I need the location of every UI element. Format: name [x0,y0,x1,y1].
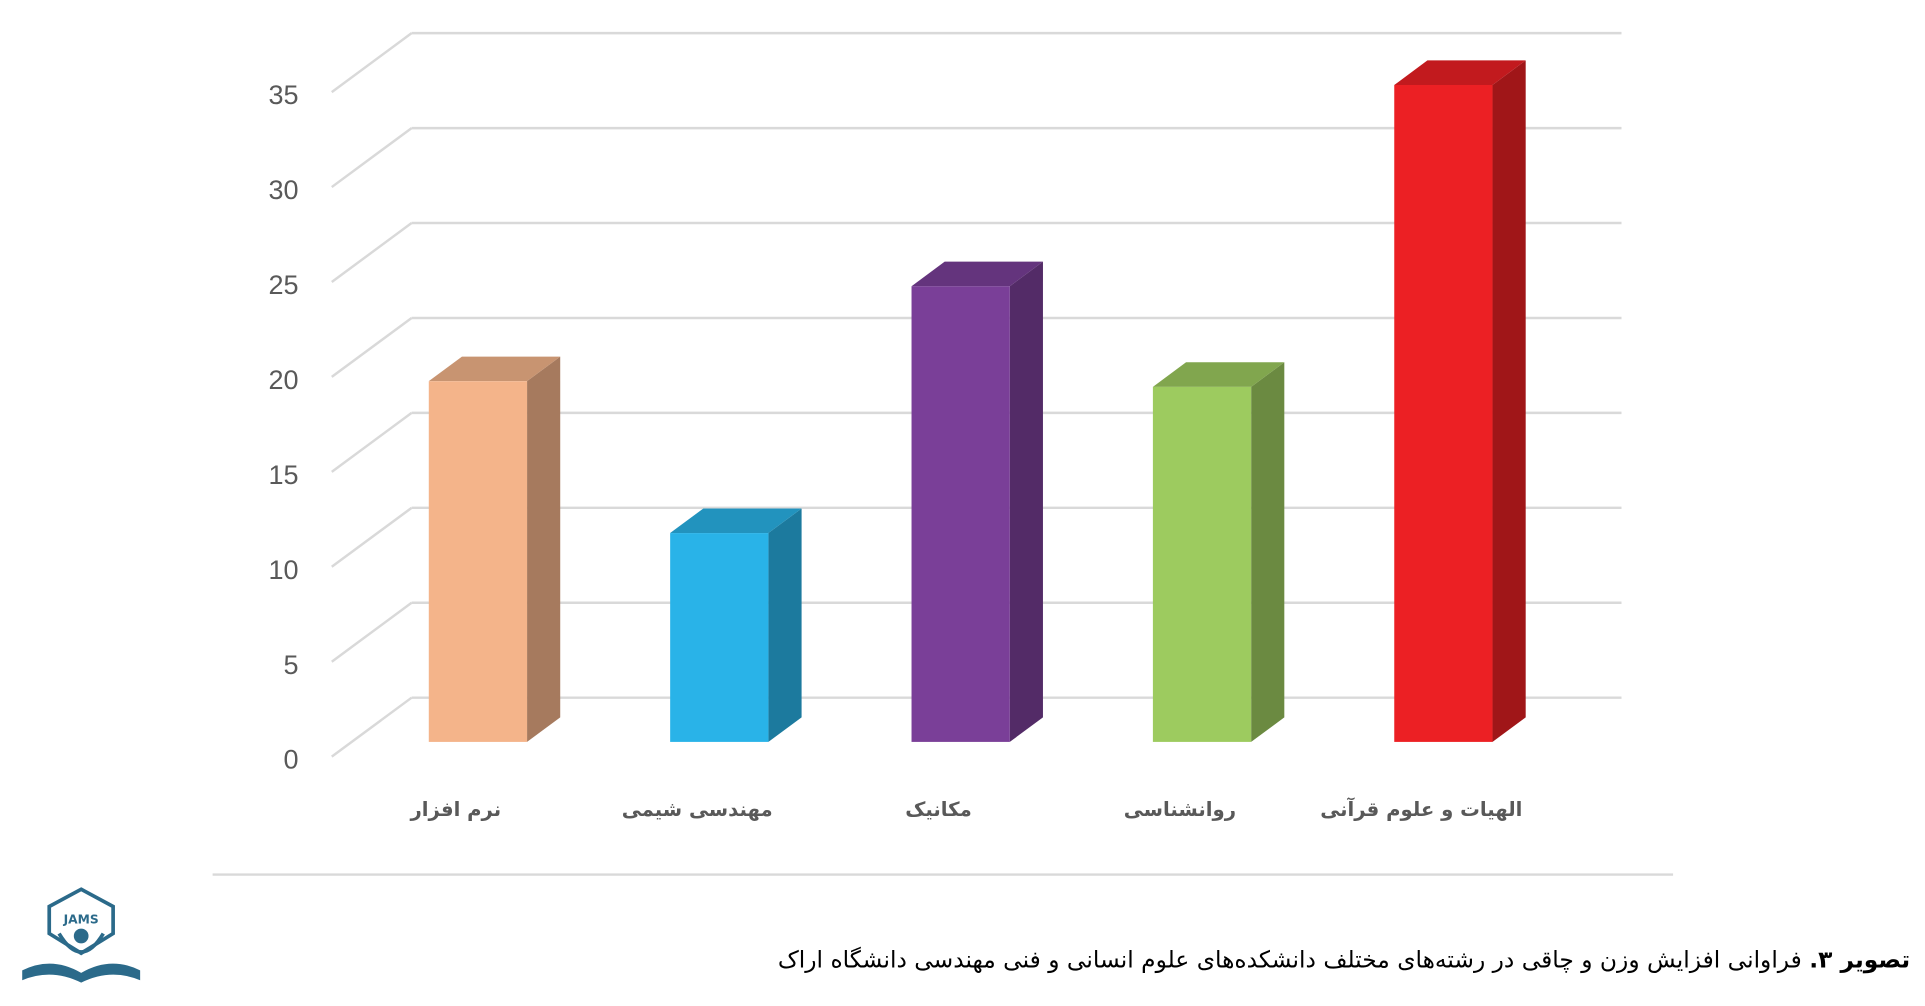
grid-line-side [331,601,413,663]
grid-line-side [331,127,413,189]
y-tick-label: 30 [269,175,299,205]
y-tick-label: 0 [284,745,299,775]
y-tick-label: 5 [284,650,299,680]
bar-side [1009,261,1043,742]
caption-text: فراوانی افزایش وزن و چاقی در رشته‌های مخ… [778,945,1802,973]
bar-side [768,508,802,742]
grid-line-side [331,696,413,758]
grid-line-side [331,316,413,378]
y-tick-label: 10 [269,555,299,585]
bar-side [1492,60,1526,742]
x-tick-label: مهندسی شیمی [622,798,773,821]
bar-top [1394,60,1526,85]
grid-line-side [331,411,413,473]
y-tick-label: 35 [269,80,299,110]
bar-side [1251,362,1285,742]
grid-line-side [331,222,413,283]
bar-top [428,356,561,382]
y-tick-label: 15 [269,460,299,490]
caption: تصویر ۳. فراوانی افزایش وزن و چاقی در رش… [778,945,1910,973]
bar [1152,386,1252,742]
caption-label: تصویر ۳. [1809,945,1910,973]
y-tick-label: 20 [269,365,299,395]
x-tick-label: مکانیک [905,798,971,821]
x-tick-label: نرم افزار [409,798,501,821]
bar [911,286,1010,742]
bar-top [670,508,802,534]
logo: JAMS [22,887,141,983]
bar-side [527,356,561,742]
x-tick-label: الهیات و علوم قرآنی [1320,797,1522,821]
grid-line-side [331,32,413,94]
grid-line-side [331,506,413,568]
bar [1394,84,1493,742]
y-tick-label: 25 [269,270,299,300]
logo-text: JAMS [63,913,99,927]
bar [428,381,528,742]
bar-top [1152,362,1285,387]
x-tick-label: روانشناسی [1124,798,1236,821]
bar-top [911,261,1043,287]
bar [670,533,769,742]
